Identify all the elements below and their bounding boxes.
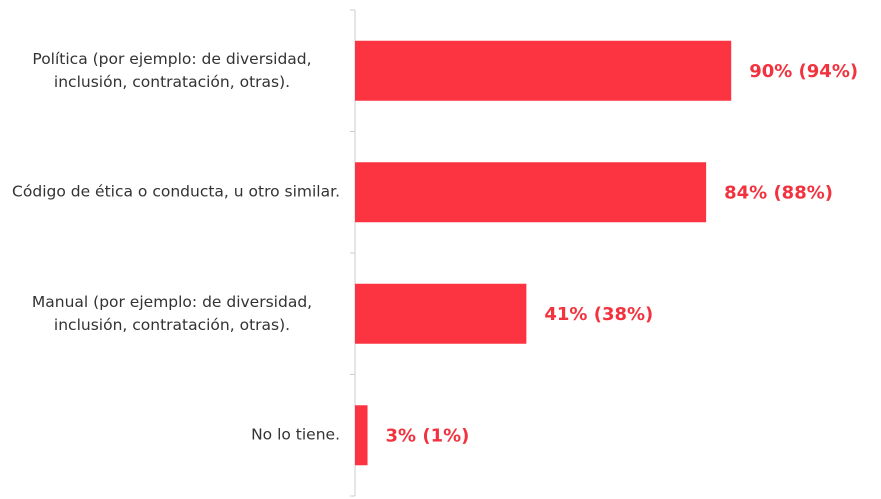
category-label: Política (por ejemplo: de diversidad, in… — [32, 49, 312, 91]
category-label: No lo tiene. — [251, 425, 340, 444]
value-label: 90% (94%) — [749, 61, 858, 82]
category-label: Manual (por ejemplo: de diversidad, incl… — [31, 292, 313, 334]
value-label: 41% (38%) — [544, 304, 653, 325]
bar — [355, 405, 368, 466]
value-label: 3% (1%) — [386, 425, 470, 446]
bar — [355, 283, 527, 344]
value-label: 84% (88%) — [724, 182, 833, 203]
bar — [355, 162, 707, 223]
category-label: Código de ética o conducta, u otro simil… — [12, 182, 340, 201]
bar — [355, 40, 732, 101]
